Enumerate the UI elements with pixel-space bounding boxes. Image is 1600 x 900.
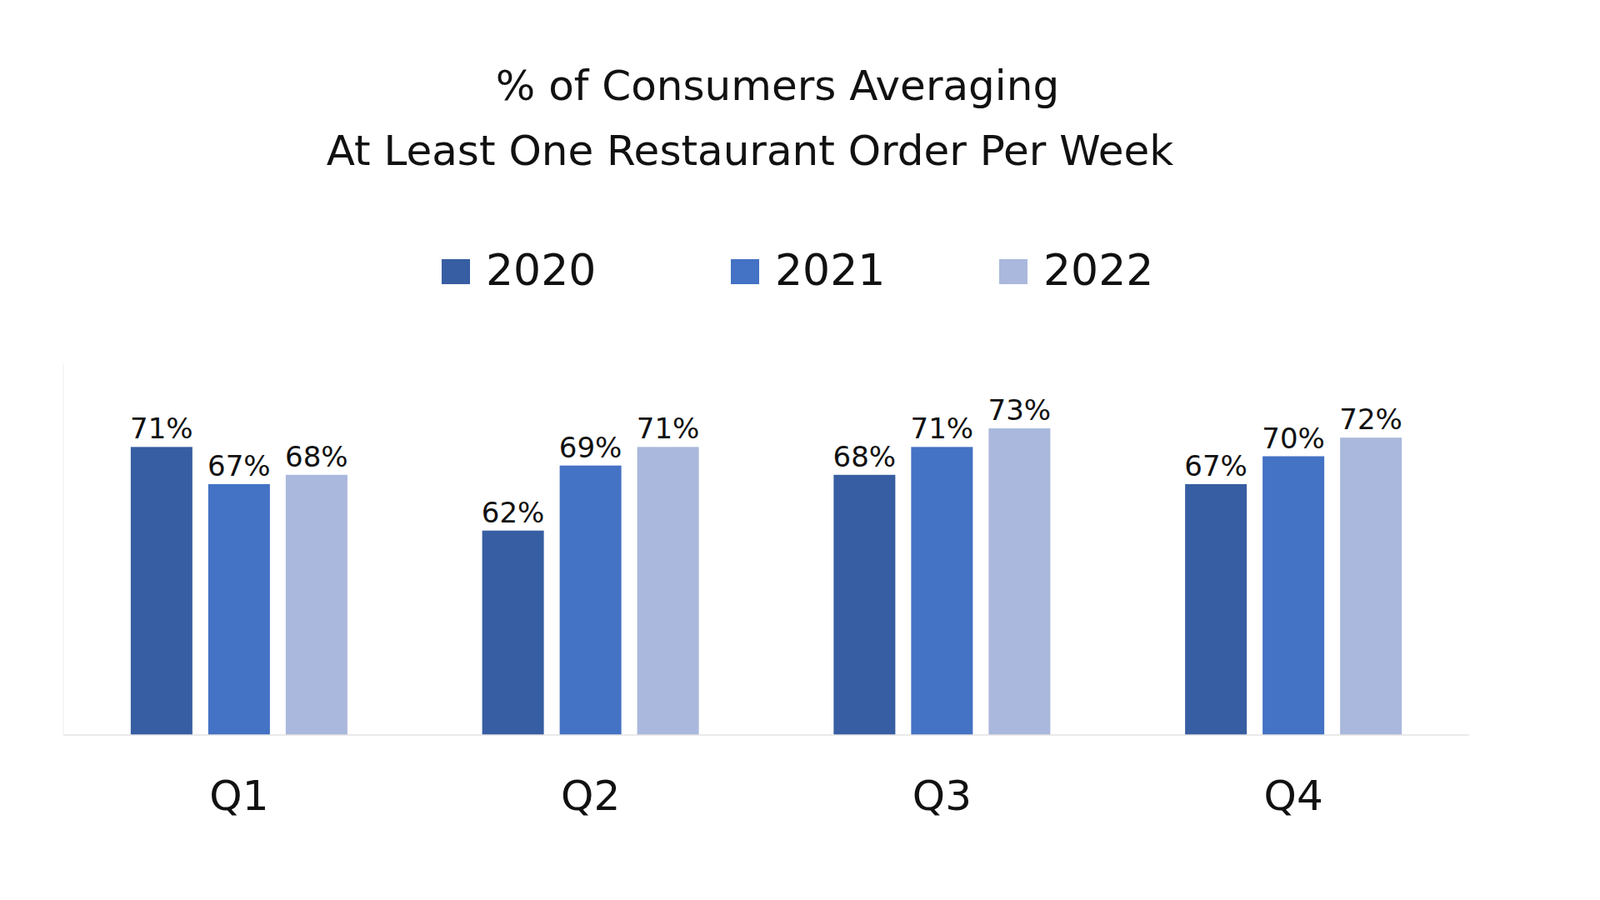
- bar: [285, 475, 348, 735]
- data-label: 73%: [988, 393, 1052, 427]
- data-label: 72%: [1339, 402, 1403, 436]
- bar: [1185, 484, 1247, 735]
- bar: [1262, 456, 1325, 736]
- bar: [988, 428, 1050, 735]
- data-label: 71%: [910, 411, 975, 445]
- data-label: 62%: [481, 495, 545, 530]
- x-tick-label: Q2: [560, 771, 620, 820]
- data-label: 69%: [559, 430, 623, 465]
- bar: [560, 465, 622, 735]
- bar: [130, 446, 193, 735]
- data-label: 67%: [207, 449, 271, 483]
- bar: [1340, 437, 1402, 735]
- data-label: 71%: [636, 411, 700, 445]
- data-label: 68%: [285, 440, 349, 474]
- bar: [833, 475, 895, 735]
- legend-label: 2022: [1043, 245, 1154, 295]
- title-line: At Least One Restaurant Order Per Week: [326, 126, 1175, 175]
- x-axis-line: [63, 734, 1470, 736]
- bar: [208, 484, 270, 735]
- data-label: 71%: [130, 411, 194, 445]
- legend-swatch: [730, 259, 760, 285]
- data-label: 67%: [1184, 449, 1248, 483]
- bar: [637, 446, 700, 735]
- chart: % of Consumers Averaging At Least One Res…: [0, 0, 1600, 900]
- legend-swatch: [441, 259, 470, 285]
- bar: [910, 446, 973, 735]
- legend-swatch: [999, 259, 1028, 285]
- x-tick-label: Q3: [912, 771, 972, 820]
- title: % of Consumers Averaging At Least One Res…: [326, 61, 1175, 175]
- title-line: % of Consumers Averaging: [495, 61, 1060, 110]
- x-tick-label: Q4: [1264, 771, 1324, 820]
- bar: [482, 530, 545, 735]
- legend-label: 2020: [485, 245, 596, 295]
- y-axis-line: [63, 363, 65, 735]
- x-tick-label: Q1: [209, 771, 269, 820]
- data-label: 68%: [833, 440, 897, 474]
- legend-label: 2021: [775, 245, 885, 295]
- data-label: 70%: [1261, 421, 1325, 455]
